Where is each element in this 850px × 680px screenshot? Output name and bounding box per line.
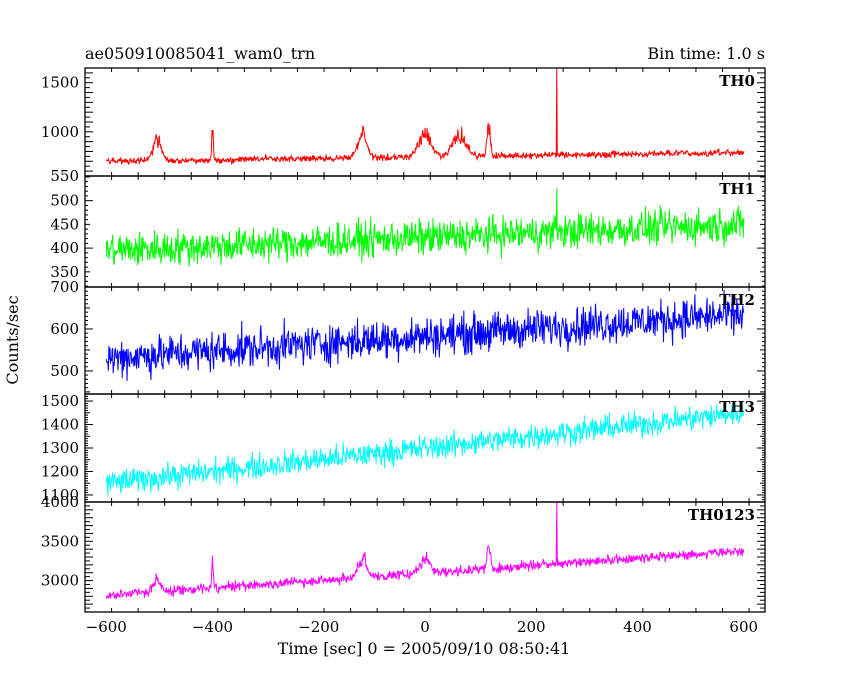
y-tick-label: 500 bbox=[50, 192, 79, 210]
panel-label-th0123: TH0123 bbox=[688, 506, 755, 524]
y-tick-label: 1000 bbox=[41, 123, 79, 141]
y-tick-label: 3000 bbox=[41, 572, 79, 590]
x-tick-label: −200 bbox=[298, 618, 339, 636]
panel-label-th1: TH1 bbox=[719, 180, 755, 198]
series-line-th3 bbox=[105, 401, 745, 496]
y-tick-label: 1300 bbox=[41, 439, 79, 457]
y-tick-label: 400 bbox=[50, 239, 79, 257]
panel-th3: 1100 1200 1300 1400 1500 TH3 bbox=[41, 392, 766, 504]
y-tick-label: 350 bbox=[50, 263, 79, 281]
x-tick-label: 400 bbox=[623, 618, 652, 636]
y-tick-label: 4000 bbox=[41, 493, 79, 511]
x-tick-label: 0 bbox=[420, 618, 430, 636]
y-tick-label: 3500 bbox=[41, 532, 79, 550]
y-axis-label: Counts/sec bbox=[3, 295, 22, 384]
y-tick-label: 500 bbox=[50, 362, 79, 380]
y-tick-label: 1400 bbox=[41, 416, 79, 434]
series-line-th1 bbox=[105, 187, 745, 267]
panel-th0: 550 1000 1500 TH0 bbox=[41, 67, 766, 185]
series-line-th0123 bbox=[105, 501, 745, 600]
x-tick-label: 200 bbox=[517, 618, 546, 636]
x-axis-label: Time [sec] 0 = 2005/09/10 08:50:41 bbox=[278, 639, 571, 658]
panel-label-th0: TH0 bbox=[719, 72, 755, 90]
y-tick-label: 1500 bbox=[41, 74, 79, 92]
chart-subtitle: Bin time: 1.0 s bbox=[647, 44, 765, 63]
series-line-th2 bbox=[105, 289, 745, 382]
y-tick-label: 1200 bbox=[41, 462, 79, 480]
panel-th0123: 3000 3500 4000 TH0123 bbox=[41, 493, 766, 613]
x-tick-label: −600 bbox=[86, 618, 127, 636]
panel-frame bbox=[84, 67, 766, 177]
panel-label-th2: TH2 bbox=[719, 291, 755, 309]
y-tick-label: 1500 bbox=[41, 392, 79, 410]
panel-label-th3: TH3 bbox=[719, 398, 755, 416]
y-tick-label: 700 bbox=[50, 278, 79, 296]
panel-th1: 350 400 450 500 TH1 bbox=[50, 175, 766, 288]
y-tick-label: 550 bbox=[50, 167, 79, 185]
x-tick-label: −400 bbox=[192, 618, 233, 636]
panel-th2: 500 600 700 TH2 bbox=[50, 278, 766, 395]
y-tick-label: 600 bbox=[50, 320, 79, 338]
chart-title: ae050910085041_wam0_trn bbox=[85, 44, 316, 63]
y-tick-label: 450 bbox=[50, 215, 79, 233]
y-tick-label: 1100 bbox=[41, 486, 79, 504]
x-tick-label: 600 bbox=[729, 618, 758, 636]
series-line-th0 bbox=[105, 68, 745, 166]
